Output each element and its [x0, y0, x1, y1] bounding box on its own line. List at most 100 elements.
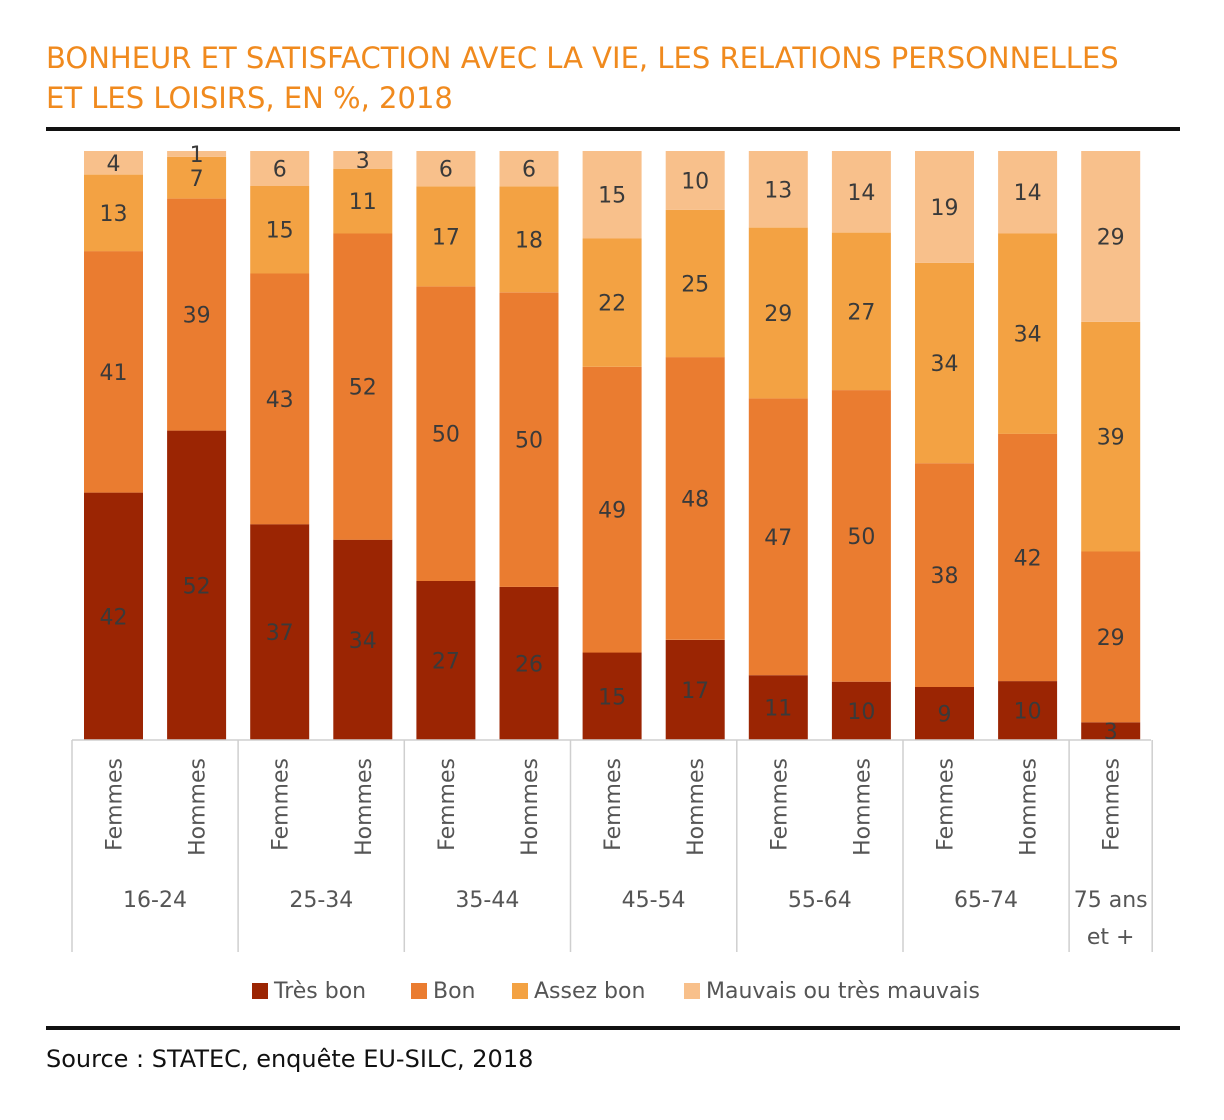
bar-segment — [416, 186, 476, 287]
bar-segment — [333, 151, 393, 169]
bar-segment — [915, 463, 974, 687]
data-label: 34 — [349, 629, 377, 654]
legend: Très bon Bon Assez bon Mauvais ou très mauv… — [252, 979, 980, 1004]
data-label: 3 — [1104, 720, 1118, 745]
category-label: Femmes — [435, 758, 460, 851]
legend-swatch — [512, 983, 528, 999]
bar-segment — [1081, 551, 1141, 723]
category-label: Hommes — [850, 758, 875, 856]
bar-segment — [333, 539, 393, 740]
legend-label: Bon — [433, 979, 476, 1004]
data-label: 42 — [100, 605, 128, 630]
category-label: Hommes — [518, 758, 543, 856]
bar-segment — [831, 681, 891, 740]
data-label: 48 — [681, 488, 709, 513]
category-label: Femmes — [601, 758, 626, 851]
data-label: 18 — [515, 228, 543, 253]
category-label: Hommes — [352, 758, 377, 856]
bar-segment — [416, 581, 476, 740]
bar-segment — [998, 433, 1058, 682]
top-rule — [46, 127, 1180, 131]
data-label: 38 — [931, 564, 959, 589]
bottom-rule — [46, 1026, 1180, 1030]
data-label: 15 — [598, 685, 626, 710]
data-label: 19 — [931, 196, 959, 221]
bar-segment — [84, 174, 143, 252]
data-label: 29 — [1097, 626, 1125, 651]
bar-segment — [167, 430, 227, 740]
data-label: 26 — [515, 652, 543, 677]
bar-segment — [499, 292, 559, 587]
bar-segment — [998, 233, 1058, 434]
data-label: 41 — [100, 361, 128, 386]
bar-segment — [998, 151, 1058, 234]
bar-segment — [1081, 722, 1141, 740]
data-label: 52 — [349, 376, 377, 401]
category-label: Femmes — [103, 758, 128, 851]
bar-segment — [582, 151, 642, 239]
legend-swatch — [411, 983, 427, 999]
bar-segment — [84, 151, 143, 175]
data-label: 37 — [266, 621, 294, 646]
bar-segment — [748, 398, 808, 676]
bar-segment — [665, 151, 725, 210]
data-label: 13 — [764, 178, 792, 203]
stacked-bar-chart: 4241134523971374315634521132750176265018… — [71, 143, 1153, 1004]
data-label: 17 — [681, 679, 709, 704]
bar-segment — [748, 227, 808, 399]
data-label: 9 — [938, 703, 952, 728]
category-label: Femmes — [934, 758, 959, 851]
data-label: 47 — [764, 526, 792, 551]
data-label: 15 — [266, 219, 294, 244]
data-label: 49 — [598, 499, 626, 524]
group-label: 35-44 — [455, 888, 519, 913]
chart-title-line1: BONHEUR ET SATISFACTION AVEC LA VIE, LES… — [46, 41, 1119, 75]
bar-segment — [499, 586, 559, 740]
bar-segment — [831, 232, 891, 391]
data-label: 11 — [349, 190, 377, 215]
data-label: 50 — [515, 429, 543, 454]
data-label: 34 — [1014, 323, 1042, 348]
group-label: 75 ans — [1074, 888, 1148, 913]
chart-title: BONHEUR ET SATISFACTION AVEC LA VIE, LES… — [46, 38, 1196, 118]
legend-label: Assez bon — [534, 979, 645, 1004]
group-label: 65-74 — [954, 888, 1018, 913]
source-note: Source : STATEC, enquête EU-SILC, 2018 — [46, 1045, 534, 1073]
data-label: 42 — [1014, 546, 1042, 571]
chart-title-line2: ET LES LOISIRS, EN %, 2018 — [46, 81, 453, 115]
bar-segment — [998, 681, 1058, 740]
bar-segment — [250, 524, 310, 740]
bar-segment — [915, 687, 974, 740]
data-label: 3 — [356, 149, 370, 174]
axis-layer: 16-24 25-34 35-44 45-54 55-64 65-74 75 ans et +… — [71, 739, 1153, 952]
bar-segment — [250, 151, 310, 186]
data-label: 52 — [183, 574, 211, 599]
bar-segment — [167, 156, 227, 199]
bar-segment — [167, 198, 227, 431]
bars-layer: 4241134523971374315634521132750176265018… — [84, 143, 1141, 745]
bar-segment — [250, 186, 310, 274]
data-label: 10 — [1014, 700, 1042, 725]
data-label: 29 — [1097, 225, 1125, 250]
data-label: 13 — [100, 202, 128, 227]
bar-segment — [416, 286, 476, 581]
group-label: 45-54 — [622, 888, 686, 913]
legend-label: Très bon — [273, 979, 366, 1004]
data-label: 22 — [598, 292, 626, 317]
data-label: 15 — [598, 184, 626, 209]
data-label: 10 — [847, 700, 875, 725]
data-label: 34 — [931, 352, 959, 377]
bar-segment — [748, 151, 808, 228]
bar-segment — [582, 652, 642, 740]
bar-segment — [748, 675, 808, 740]
data-label: 10 — [681, 169, 709, 194]
legend-swatch — [684, 983, 700, 999]
bar-segment — [665, 639, 725, 740]
data-label: 43 — [266, 388, 294, 413]
bar-segment — [250, 273, 310, 525]
bar-segment — [665, 209, 725, 358]
bar-segment — [1081, 321, 1141, 552]
bar-segment — [665, 357, 725, 640]
data-label: 27 — [432, 650, 460, 675]
bar-segment — [84, 492, 143, 740]
